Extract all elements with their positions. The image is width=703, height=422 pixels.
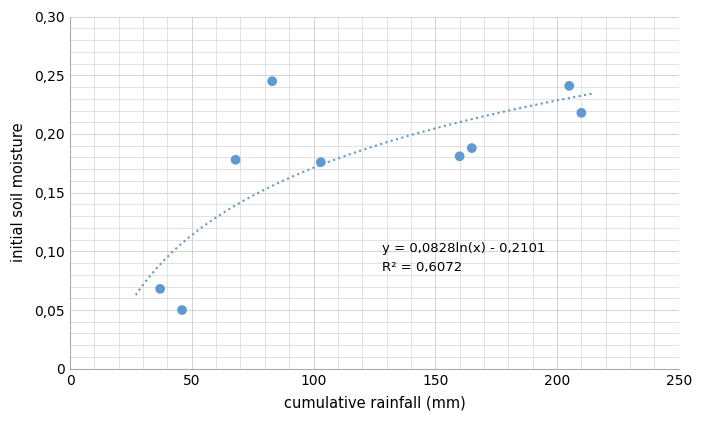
- X-axis label: cumulative rainfall (mm): cumulative rainfall (mm): [283, 396, 465, 411]
- Point: [266, 78, 278, 84]
- Point: [155, 286, 166, 292]
- Point: [564, 82, 575, 89]
- Point: [576, 109, 587, 116]
- Point: [454, 153, 465, 160]
- Point: [315, 159, 326, 165]
- Y-axis label: initial soil moisture: initial soil moisture: [11, 123, 26, 262]
- Text: y = 0,0828ln(x) - 0,2101
R² = 0,6072: y = 0,0828ln(x) - 0,2101 R² = 0,6072: [382, 242, 546, 274]
- Point: [466, 145, 477, 151]
- Point: [230, 157, 241, 163]
- Point: [176, 307, 188, 314]
